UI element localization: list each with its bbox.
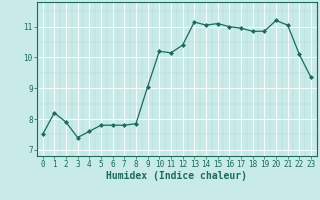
X-axis label: Humidex (Indice chaleur): Humidex (Indice chaleur) bbox=[106, 171, 247, 181]
